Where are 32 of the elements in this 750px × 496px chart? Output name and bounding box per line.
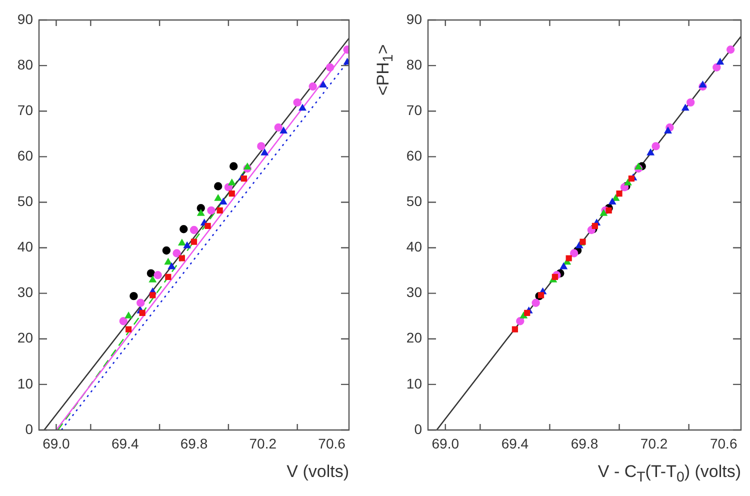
y-tick-label: 20 [406, 330, 422, 346]
y-tick-label: 80 [406, 56, 422, 72]
x-tick-label: 69.4 [111, 435, 139, 452]
y-tick-label: 0 [25, 420, 34, 437]
x-axis-title: V - C$_{T}$(T-T$_{0}$) (volts) [598, 462, 741, 486]
y-tick-label: 80 [17, 56, 34, 72]
y-tick-label: 10 [406, 375, 422, 392]
x-tick-label: 70.2 [249, 435, 277, 452]
y-tick-label: 30 [406, 284, 422, 300]
y-tick-label: 70 [17, 102, 34, 118]
y-tick-label: 0 [414, 420, 422, 437]
x-tick-label: 69.4 [501, 435, 529, 452]
y-tick-label: 70 [406, 102, 422, 118]
y-tick-label: 40 [406, 238, 422, 255]
y-tick-label: 10 [17, 375, 34, 392]
y-tick-label: 90 [17, 10, 34, 27]
y-tick-label: 20 [17, 330, 34, 346]
y-tick-label: 50 [406, 193, 422, 210]
y-tick-label: 30 [17, 284, 34, 300]
x-tick-label: 70.2 [640, 435, 668, 452]
y-tick-label: 90 [406, 10, 422, 27]
x-tick-label: 69.8 [180, 435, 208, 452]
x-tick-label: 70.6 [710, 435, 738, 452]
y-tick-label: 40 [17, 238, 34, 255]
x-tick-label: 69.8 [570, 435, 598, 452]
x-tick-label: 69.0 [432, 435, 460, 452]
x-axis-title: V (volts) [286, 462, 349, 482]
x-tick-label: 70.6 [318, 435, 346, 452]
y-tick-label: 60 [17, 148, 34, 164]
y-tick-label: 50 [17, 193, 34, 210]
x-tick-label: 69.0 [42, 435, 70, 452]
y-tick-label: 60 [406, 148, 422, 164]
